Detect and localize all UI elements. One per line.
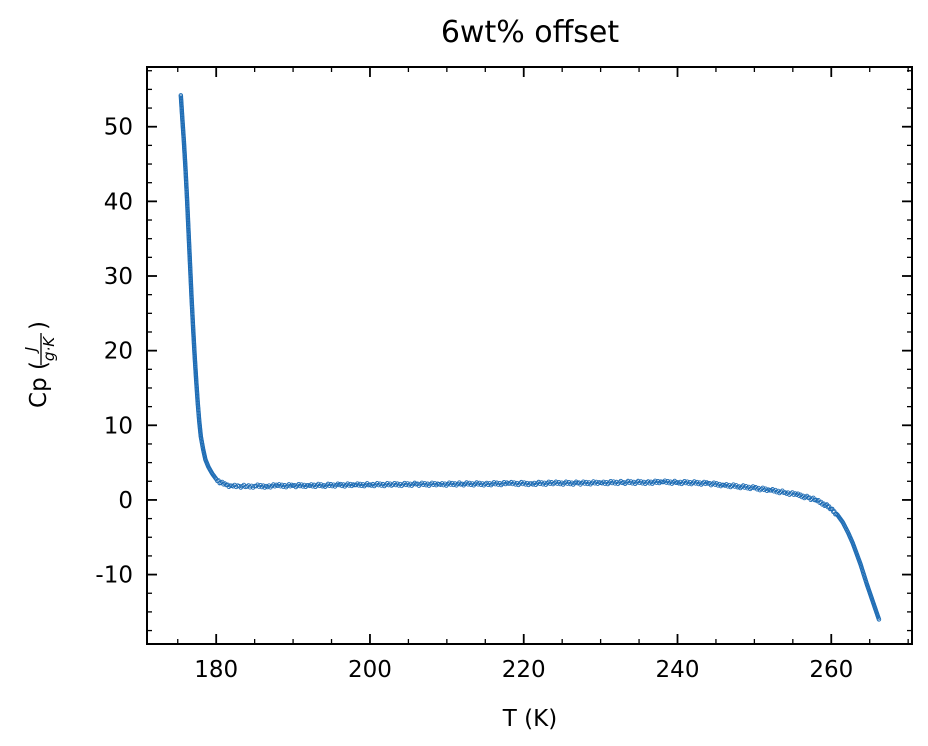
y-tick-label: 50 [104,115,133,141]
y-axis-label-suffix: ) [26,321,52,330]
y-tick-label: -10 [95,563,133,589]
x-tick-label: 220 [502,657,546,683]
data-point [826,504,832,509]
x-tick-label: 240 [656,657,700,683]
y-axis-label: Cp ( J g·K ) [22,321,58,408]
data-point [876,617,882,622]
y-axis-label-numerator: J [22,347,40,354]
data-point [304,483,310,488]
y-tick-label: 20 [104,339,133,365]
y-tick-label: 0 [118,488,133,514]
plot-frame [146,66,913,645]
y-tick-label: 30 [104,264,133,290]
data-point [527,481,533,486]
x-tick-label: 180 [194,657,238,683]
x-tick-label: 200 [348,657,392,683]
tick-labels: 180 200 220 240 260 -10 0 10 20 30 40 50 [95,115,853,683]
y-axis-label-prefix: Cp ( [26,361,52,408]
y-tick-label: 40 [104,189,133,215]
x-tick-label: 260 [809,657,853,683]
y-tick-label: 10 [104,413,133,439]
axis-ticks [147,67,912,644]
x-axis-label: T (K) [502,706,557,732]
data-points [178,93,882,622]
y-axis-label-denominator: g·K [40,336,58,361]
chart-title: 6wt% offset [441,15,620,50]
